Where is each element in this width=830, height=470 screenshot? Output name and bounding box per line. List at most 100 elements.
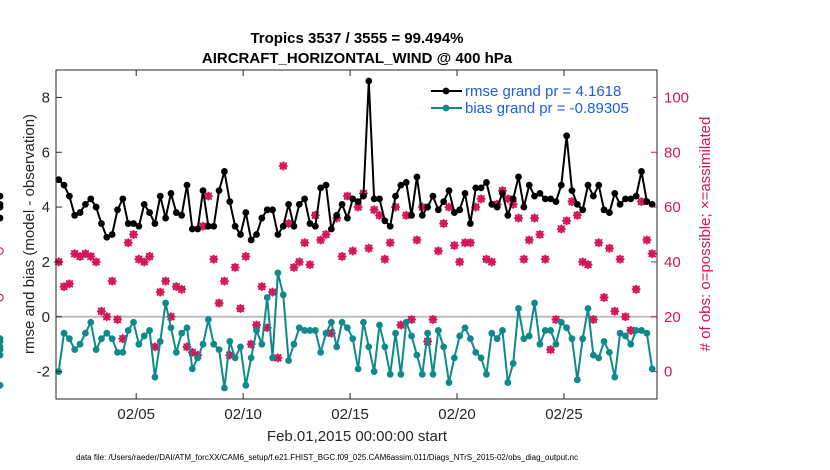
point-bias xyxy=(269,354,276,362)
chart-title-line2: AIRCRAFT_HORIZONTAL_WIND @ 400 hPa xyxy=(202,50,513,67)
point-rmse xyxy=(472,184,480,192)
point-rmse xyxy=(568,187,576,195)
point-rmse xyxy=(210,222,218,230)
y-tick-label: 0 xyxy=(42,309,50,326)
obs-assimilated-marker xyxy=(86,252,96,261)
obs-assimilated-marker xyxy=(294,257,304,267)
obs-assimilated-marker xyxy=(380,254,390,264)
point-rmse xyxy=(579,206,587,214)
point-bias xyxy=(627,340,635,348)
point-rmse xyxy=(242,209,250,216)
obs-assimilated-marker xyxy=(631,284,641,294)
obs-assimilated-marker xyxy=(482,254,491,264)
point-rmse xyxy=(600,206,608,214)
obs-assimilated-marker xyxy=(343,191,352,201)
point-rmse xyxy=(199,187,207,195)
obs-count-markers xyxy=(0,162,657,363)
point-bias xyxy=(151,373,159,381)
obs-assimilated-marker xyxy=(225,350,235,360)
obs-assimilated-marker xyxy=(252,320,261,330)
point-rmse xyxy=(327,225,335,233)
point-bias xyxy=(584,305,592,312)
obs-assimilated-marker xyxy=(626,326,636,335)
point-rmse xyxy=(392,192,399,200)
point-bias xyxy=(311,327,319,334)
point-rmse xyxy=(60,181,68,189)
point-rmse xyxy=(338,200,346,208)
y2-tick-label: 0 xyxy=(664,364,672,381)
point-rmse xyxy=(204,222,212,230)
point-bias xyxy=(65,335,73,343)
point-rmse xyxy=(622,195,629,203)
obs-assimilated-marker xyxy=(113,315,122,324)
obs-assimilated-marker xyxy=(198,221,208,231)
point-rmse xyxy=(317,184,325,192)
point-rmse xyxy=(162,214,170,222)
point-rmse xyxy=(156,192,164,200)
point-rmse xyxy=(488,200,496,208)
obs-assimilated-marker xyxy=(241,252,251,261)
point-bias xyxy=(552,340,560,348)
point-bias xyxy=(87,318,95,326)
point-bias xyxy=(140,332,148,340)
obs-assimilated-marker xyxy=(187,347,197,357)
obs-assimilated-marker xyxy=(278,161,288,171)
point-bias xyxy=(285,357,292,365)
point-rmse xyxy=(130,220,137,227)
point-bias xyxy=(445,379,453,386)
obs-assimilated-marker xyxy=(203,191,213,201)
point-bias xyxy=(638,327,645,334)
point-rmse xyxy=(215,187,223,195)
point-bias xyxy=(295,324,303,332)
point-bias xyxy=(60,329,68,337)
point-rmse xyxy=(531,192,538,200)
point-rmse xyxy=(274,231,282,238)
y-tick-label: -2 xyxy=(37,364,50,381)
point-rmse xyxy=(167,189,175,197)
point-bias xyxy=(483,370,490,378)
obs-assimilated-marker xyxy=(524,235,534,245)
obs-assimilated-marker xyxy=(439,219,449,228)
point-bias xyxy=(568,335,576,343)
point-bias xyxy=(600,338,608,345)
point-rmse xyxy=(552,198,560,206)
point-bias xyxy=(456,332,464,340)
obs-assimilated-marker xyxy=(610,306,620,316)
point-rmse xyxy=(226,198,234,206)
point-rmse xyxy=(632,192,640,200)
point-bias xyxy=(92,346,100,354)
point-rmse xyxy=(397,181,405,189)
obs-assimilated-marker xyxy=(236,304,245,313)
point-bias xyxy=(327,318,335,326)
point-rmse xyxy=(515,173,522,181)
point-rmse xyxy=(135,222,143,230)
point-rmse xyxy=(124,220,132,227)
point-rmse xyxy=(595,181,603,189)
obs-assimilated-marker xyxy=(546,345,555,355)
point-bias xyxy=(450,354,458,362)
y-tick-label: 6 xyxy=(42,144,50,161)
point-rmse xyxy=(616,200,624,208)
x-tick-label: 02/25 xyxy=(545,406,583,423)
obs-possible-marker xyxy=(0,247,4,255)
point-rmse xyxy=(418,211,426,219)
obs-assimilated-marker xyxy=(289,263,299,272)
x-axis-label: Feb.01,2015 00:00:00 start xyxy=(267,428,448,445)
obs-assimilated-marker xyxy=(396,320,406,330)
point-bias xyxy=(606,348,613,356)
obs-assimilated-marker xyxy=(353,202,363,212)
point-rmse xyxy=(643,198,651,206)
obs-assimilated-marker xyxy=(503,194,513,204)
obs-assimilated-marker xyxy=(476,194,486,204)
point-bias xyxy=(563,324,571,332)
point-bias xyxy=(632,327,640,334)
obs-assimilated-marker xyxy=(562,216,572,226)
obs-assimilated-marker xyxy=(508,199,518,209)
point-rmse xyxy=(55,176,63,184)
axis-ticks: 02/05 02/10 02/15 02/20 02/25-20246802040608… xyxy=(37,70,689,423)
point-bias xyxy=(370,368,378,375)
point-bias xyxy=(531,299,538,307)
point-rmse xyxy=(386,222,394,230)
point-bias xyxy=(360,318,367,326)
